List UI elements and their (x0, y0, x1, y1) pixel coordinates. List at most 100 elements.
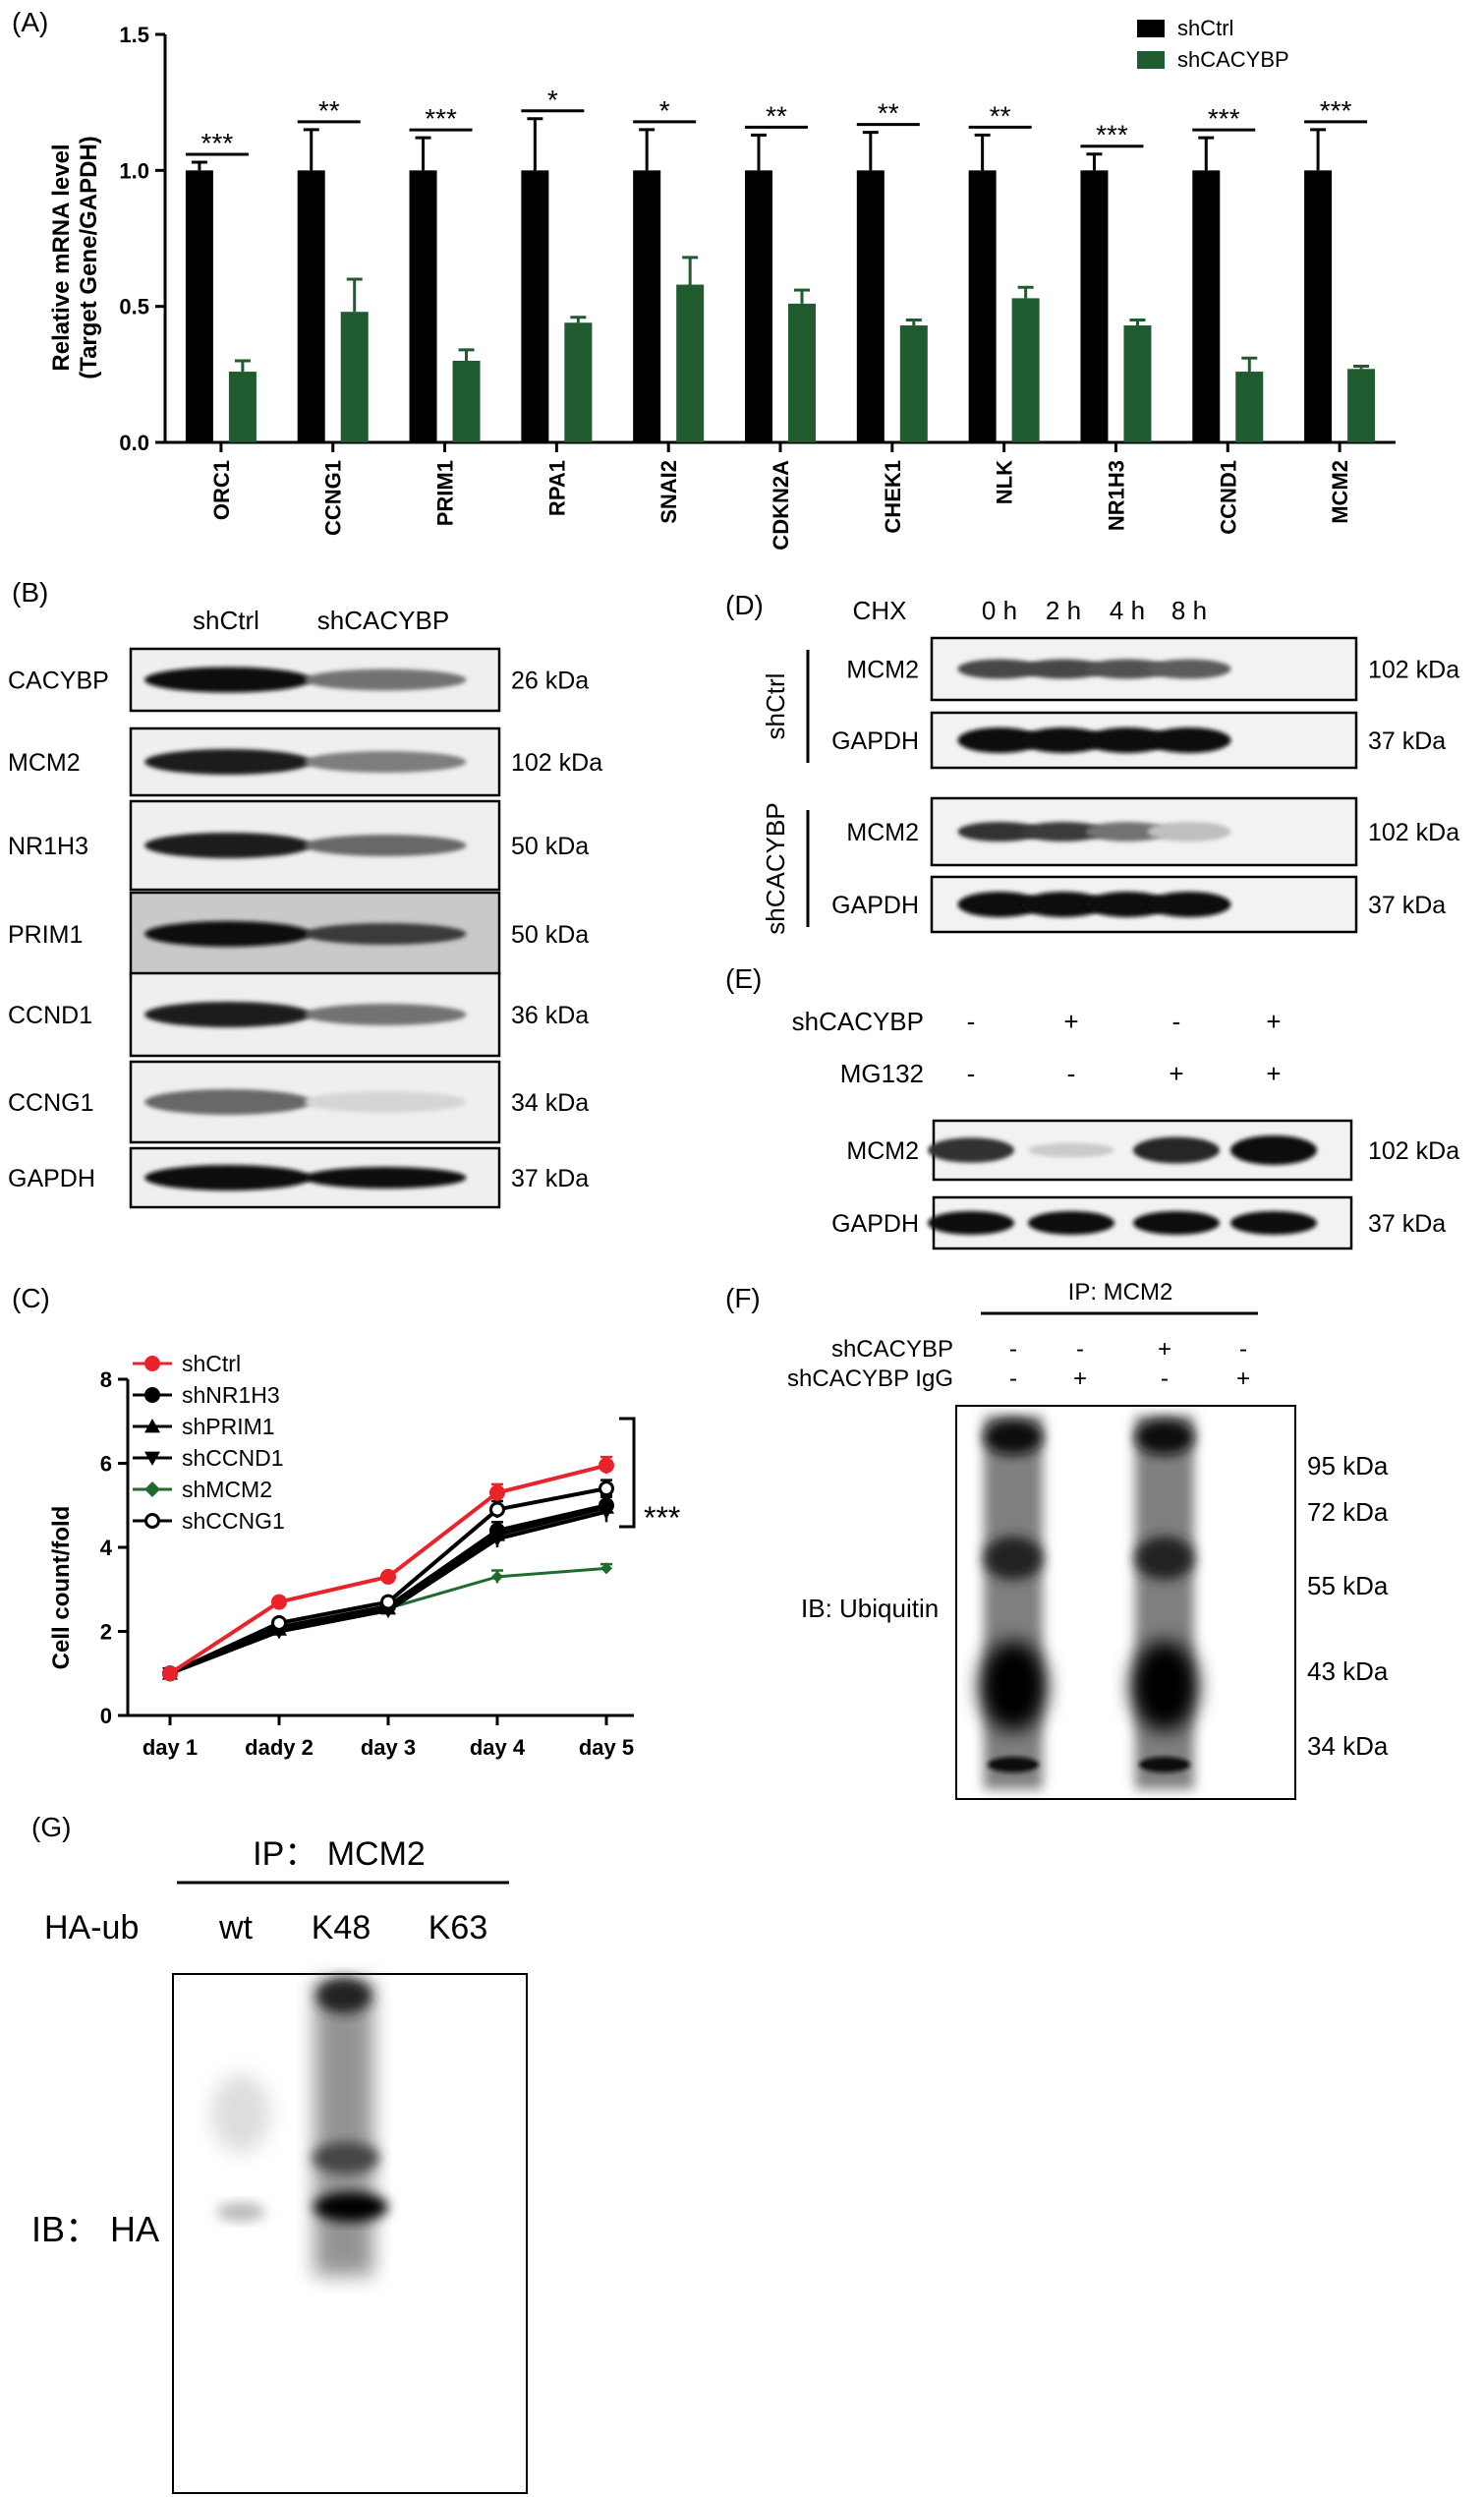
lane-label-k63: K63 (428, 1909, 488, 1946)
panel-g-label: (G) (31, 1812, 71, 1842)
data-point-shnr1h3 (599, 1497, 614, 1514)
legend-marker-shprim1 (144, 1419, 160, 1433)
legend-label-shcacybp: shCACYBP (1177, 47, 1289, 72)
time-label: 8 h (1171, 596, 1207, 625)
panel-a-bar-chart: 0.00.51.01.5***ORC1**CCNG1***PRIM1*RPA1*… (119, 23, 1396, 551)
bar-shcacybp-nlk (1011, 298, 1040, 442)
panel-e: (E) shCACYBP - + - + MG132 - - + + MCM2 102 kDa GAPD… (725, 963, 1459, 1250)
bar-shctrl-nlk (968, 170, 997, 443)
bar-shcacybp-snai2 (676, 284, 705, 442)
bar-shctrl-ccnd1 (1192, 170, 1221, 443)
band-shctrl-mcm2 (144, 749, 312, 775)
condition-sign: - (1076, 1336, 1084, 1363)
y-tick-label: 1.5 (119, 23, 149, 47)
band-shcacybp-prim1 (304, 923, 467, 945)
x-tick-label: RPA1 (544, 460, 569, 516)
legend-label-shccnd1: shCCND1 (182, 1445, 284, 1471)
x-tick-label: day 5 (579, 1735, 634, 1760)
smear-wt-faint (211, 2074, 270, 2153)
condition-sign: + (1266, 1059, 1281, 1088)
marker-label: 34 kDa (1307, 1731, 1389, 1761)
significance-label: ** (766, 100, 787, 131)
blot-label-mcm2: MCM2 (846, 1137, 919, 1165)
condition-sign: - (967, 1059, 976, 1088)
blot-size-prim1: 50 kDa (511, 921, 589, 949)
condition-sign: - (1009, 1365, 1017, 1392)
condition-sign: - (1172, 1007, 1181, 1036)
condition-label-mg132: MG132 (840, 1059, 924, 1088)
panel-c: (C) Cell count/fold 0 2 4 6 8 day 1 dady 2 day … (12, 1283, 680, 1760)
blot-size-gapdh: 37 kDa (511, 1165, 589, 1192)
band (928, 1137, 1014, 1163)
blot-label-cacybp: CACYBP (8, 668, 109, 695)
blot-label-ccnd1: CCND1 (8, 1002, 92, 1029)
band-shctrl-cacybp (144, 667, 312, 693)
blot-size-gapdh: 37 kDa (1368, 1210, 1446, 1238)
series-shctrl (162, 1455, 614, 1682)
panel-c-legend: shCtrl shNR1H3 shPRIM1 shCCND1 shMCM2 shCCNG1 (133, 1351, 285, 1534)
bar-shcacybp-cdkn2a (788, 303, 816, 442)
time-label: 4 h (1110, 596, 1145, 625)
band (984, 1537, 1043, 1580)
panel-b-label: (B) (12, 577, 48, 608)
x-tick-label: CCNG1 (321, 460, 346, 536)
bar-shctrl-nr1h3 (1080, 170, 1109, 443)
bar-shcacybp-orc1 (228, 372, 257, 442)
band (1028, 1211, 1114, 1235)
panel-b: (B) shCtrl shCACYBP CACYBP 26 kDa MCM2 102 … (8, 577, 602, 1209)
x-tick-label: CHEK1 (881, 460, 905, 534)
significance-label: *** (1096, 120, 1128, 150)
band (1085, 727, 1170, 753)
panel-c-significance: *** (644, 1500, 680, 1536)
band-wt-faint (216, 2202, 265, 2222)
band-k48-top (316, 1978, 371, 2013)
band (1021, 822, 1106, 842)
band (928, 1211, 1014, 1235)
panel-c-significance-bracket (619, 1417, 636, 1529)
legend-label-shctrl: shCtrl (182, 1351, 241, 1376)
group-label-shctrl: shCtrl (761, 673, 790, 740)
band-shcacybp-gapdh (304, 1167, 467, 1189)
band (1085, 659, 1170, 679)
x-tick-label: dady 2 (245, 1735, 314, 1760)
marker-label: 72 kDa (1307, 1497, 1389, 1527)
band (984, 1420, 1043, 1455)
condition-sign: + (1073, 1365, 1087, 1392)
condition-sign: + (1158, 1336, 1171, 1363)
legend-marker-shnr1h3 (144, 1387, 160, 1403)
band (1085, 892, 1170, 917)
data-point-shccng1 (489, 1501, 505, 1518)
blot-label-nr1h3: NR1H3 (8, 833, 88, 860)
panel-d-treatment: CHX (853, 596, 907, 625)
blot-size-ccnd1: 36 kDa (511, 1002, 589, 1029)
panel-g: (G) IP： MCM2 HA-ub IB： HA wt K48 K63 (31, 1812, 528, 2494)
band (1021, 659, 1106, 679)
bar-shctrl-snai2 (633, 170, 661, 443)
legend-label-shccng1: shCCNG1 (182, 1508, 285, 1534)
band-k48-main (314, 2192, 388, 2222)
data-point-shctrl (380, 1568, 396, 1585)
x-tick-label: PRIM1 (433, 460, 458, 526)
band (1085, 822, 1170, 842)
band (957, 892, 1042, 917)
series-line-shccnd1 (169, 1509, 607, 1676)
band-shcacybp-mcm2 (304, 751, 467, 773)
blot-size-ccng1: 34 kDa (511, 1089, 589, 1117)
y-tick-label: 0.5 (119, 295, 149, 319)
legend-label-shnr1h3: shNR1H3 (182, 1382, 280, 1408)
condition-sign: - (1239, 1336, 1247, 1363)
panel-f-label: (F) (725, 1283, 761, 1313)
panel-d-blots: 0 h 2 h 4 h 8 h MCM2 102 kDa GAPDH 37 kDa shCtrl… (761, 596, 1459, 935)
condition-sign: - (967, 1007, 976, 1036)
group-label-shcacybp: shCACYBP (761, 802, 790, 934)
band (1021, 727, 1106, 753)
panel-b-col-shctrl: shCtrl (193, 606, 259, 635)
panel-d: (D) CHX 0 h 2 h 4 h 8 h MCM2 102 kDa GAPDH 37 k… (725, 590, 1459, 935)
condition-label: shCACYBP IgG (787, 1365, 953, 1392)
panel-f: (F) IP: MCM2 IB: Ubiquitin shCACYBP - - + -s… (725, 1279, 1389, 1800)
panel-a-ylabel-line1: Relative mRNA level (48, 144, 75, 371)
bar-shcacybp-rpa1 (564, 322, 593, 442)
bar-shctrl-prim1 (409, 170, 437, 443)
panel-f-ib-label: IB: Ubiquitin (801, 1594, 939, 1623)
band-shcacybp-nr1h3 (304, 835, 467, 856)
